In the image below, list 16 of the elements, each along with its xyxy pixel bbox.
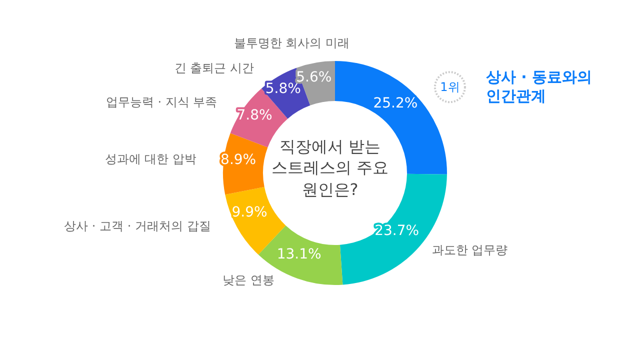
slice-label: 낮은 연봉 <box>222 272 274 290</box>
data-label: 13.1% <box>276 246 322 263</box>
text: 직장에서 받는 스트레스의 주요 원인은? <box>270 136 390 201</box>
data-label: 23.7% <box>374 223 420 240</box>
slice-label: 상사 · 동료와의 인간관계 <box>486 66 594 108</box>
slice-label: 상사 · 고객 · 거래처의 갑질 <box>63 218 211 236</box>
data-label: 7.8% <box>236 107 272 124</box>
slice-label: 성과에 대한 압박 <box>104 151 196 168</box>
data-label: 25.2% <box>373 95 418 112</box>
slice-label: 과도한 업무량 <box>432 242 509 260</box>
slice-label: 불투명한 회사의 미래 <box>234 36 350 50</box>
text: 1위 <box>440 80 460 94</box>
slice-label: 긴 출퇴근 시간 <box>174 60 254 75</box>
data-label: 9.9% <box>232 204 268 221</box>
data-label: 5.8% <box>265 80 301 97</box>
slice-label: 업무능력 · 지식 부족 <box>104 94 218 111</box>
